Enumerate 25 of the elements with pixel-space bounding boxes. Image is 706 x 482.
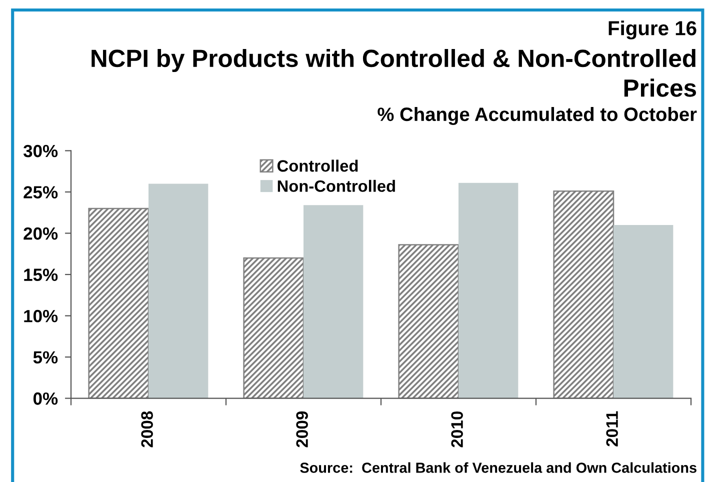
y-tick-label: 25% — [24, 186, 58, 198]
caption: Figure 16 — [608, 20, 696, 40]
bar — [458, 182, 518, 398]
chart-title: NCPI by Products with Controlled & Non-Controlled Prices — [92, 49, 696, 97]
legend-label: Non-Controlled — [278, 180, 395, 192]
source-note: Source: Central Bank of Venezuela and Own Calculations — [300, 462, 696, 473]
bar — [304, 205, 364, 398]
y-tick-label: 0% — [33, 392, 58, 405]
y-tick-label: 30% — [23, 144, 58, 158]
x-tick-label: 2009 — [296, 411, 308, 448]
x-tick-label: 2010 — [451, 411, 463, 448]
bar — [88, 208, 150, 398]
bar — [148, 184, 208, 398]
legend-label: Controlled — [277, 160, 358, 172]
bar — [614, 224, 674, 398]
x-tick-label: 2011 — [606, 411, 618, 446]
x-tick-label: 2008 — [141, 411, 153, 448]
y-tick-label: 15% — [24, 268, 58, 282]
bar — [553, 190, 614, 398]
bar — [243, 257, 304, 398]
chart-subtitle: % Change Accumulated to October — [378, 107, 697, 125]
y-tick-label: 5% — [33, 351, 58, 364]
bar — [398, 244, 460, 398]
y-tick-label: 20% — [24, 227, 58, 240]
y-tick-label: 10% — [24, 310, 58, 322]
